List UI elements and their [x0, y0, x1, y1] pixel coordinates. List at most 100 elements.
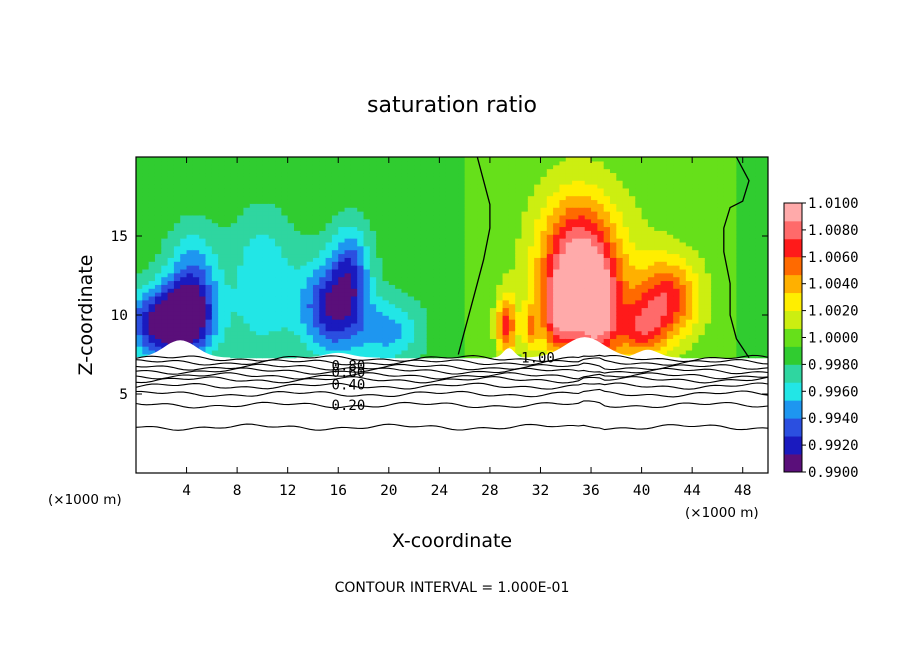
field-cell: [641, 330, 649, 336]
field-cell: [698, 172, 706, 177]
field-cell: [647, 238, 655, 243]
field-cell: [395, 199, 403, 204]
field-cell: [173, 295, 181, 301]
field-cell: [205, 195, 213, 201]
field-cell: [243, 238, 251, 243]
field-cell: [685, 346, 693, 351]
field-cell: [414, 342, 421, 347]
field-cell: [711, 303, 719, 309]
field-cell: [496, 245, 504, 251]
field-cell: [578, 292, 586, 297]
field-cell: [628, 272, 636, 278]
field-cell: [660, 261, 668, 266]
field-cell: [496, 307, 504, 312]
field-cell: [312, 187, 320, 193]
field-cell: [249, 322, 257, 328]
field-cell: [730, 157, 737, 162]
field-cell: [382, 272, 390, 278]
field-cell: [294, 284, 301, 289]
field-cell: [439, 292, 447, 297]
field-cell: [565, 307, 573, 312]
field-cell: [262, 187, 270, 193]
field-cell: [268, 241, 276, 247]
field-cell: [306, 292, 314, 297]
field-cell: [167, 249, 175, 255]
field-cell: [357, 218, 365, 224]
field-cell: [540, 172, 548, 177]
field-cell: [489, 211, 497, 216]
field-cell: [477, 187, 485, 193]
field-cell: [262, 311, 270, 316]
field-cell: [717, 272, 725, 278]
field-cell: [654, 245, 662, 251]
field-cell: [205, 342, 213, 347]
field-cell: [736, 207, 744, 212]
field-cell: [736, 234, 744, 239]
field-cell: [338, 272, 346, 278]
field-cell: [439, 303, 447, 309]
field-cell: [584, 199, 592, 204]
field-cell: [477, 261, 485, 266]
field-cell: [357, 276, 365, 282]
field-cell: [306, 353, 314, 359]
field-cell: [527, 176, 535, 181]
field-cell: [692, 268, 700, 274]
field-cell: [489, 241, 497, 247]
field-cell: [281, 187, 289, 193]
field-cell: [489, 199, 497, 204]
field-cell: [262, 168, 270, 174]
field-cell: [534, 330, 542, 336]
field-cell: [546, 176, 554, 181]
field-cell: [420, 299, 428, 305]
field-cell: [363, 311, 371, 316]
field-cell: [243, 330, 251, 336]
field-cell: [584, 160, 592, 166]
field-cell: [584, 276, 592, 282]
field-cell: [136, 195, 143, 201]
field-cell: [136, 307, 143, 312]
field-cell: [401, 292, 409, 297]
field-cell: [357, 195, 365, 201]
field-cell: [546, 319, 554, 324]
field-cell: [654, 257, 662, 262]
field-cell: [148, 265, 156, 270]
field-cell: [559, 180, 567, 185]
field-cell: [312, 234, 320, 239]
field-cell: [154, 303, 162, 309]
field-cell: [723, 334, 731, 339]
field-cell: [616, 311, 624, 316]
field-cell: [603, 284, 611, 289]
field-cell: [559, 261, 567, 266]
field-cell: [142, 295, 150, 301]
field-cell: [654, 199, 662, 204]
field-cell: [464, 238, 472, 243]
field-cell: [262, 303, 270, 309]
field-cell: [616, 226, 624, 231]
field-cell: [458, 292, 466, 297]
field-cell: [249, 184, 257, 189]
field-cell: [666, 265, 674, 270]
field-cell: [382, 238, 390, 243]
field-cell: [401, 330, 409, 336]
field-cell: [376, 249, 384, 255]
field-cell: [256, 322, 263, 328]
field-cell: [388, 195, 396, 201]
field-cell: [350, 238, 358, 243]
field-cell: [464, 334, 472, 339]
field-cell: [350, 307, 358, 312]
field-cell: [635, 268, 643, 274]
field-cell: [527, 280, 535, 285]
field-cell: [268, 349, 276, 355]
field-cell: [553, 238, 561, 243]
field-cell: [559, 272, 567, 278]
field-cell: [433, 226, 440, 231]
field-cell: [224, 311, 232, 316]
field-cell: [628, 349, 636, 355]
field-cell: [584, 211, 592, 216]
field-cell: [287, 307, 295, 312]
field-cell: [161, 211, 169, 216]
field-cell: [660, 334, 668, 339]
field-cell: [199, 334, 207, 339]
field-cell: [723, 346, 731, 351]
field-cell: [572, 288, 579, 293]
